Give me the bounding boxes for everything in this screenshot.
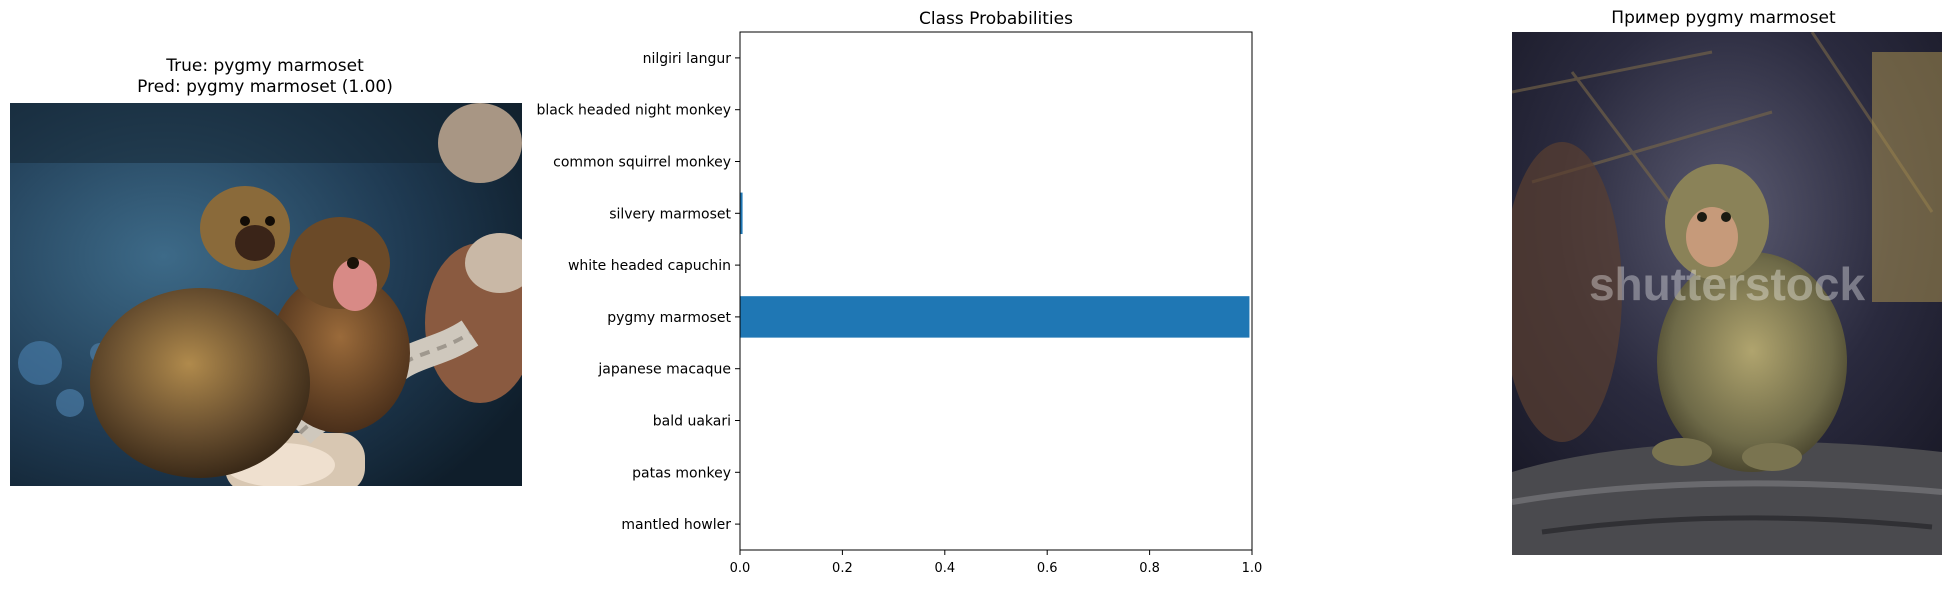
left-panel: True: pygmy marmoset Pred: pygmy marmose… bbox=[0, 0, 530, 590]
y-tick-label: white headed capuchin bbox=[568, 258, 731, 274]
plot-frame bbox=[739, 31, 1253, 551]
y-tick-label: black headed night monkey bbox=[536, 103, 731, 119]
x-tick-label: 0.2 bbox=[832, 561, 853, 576]
pygmy-marmoset-on-log-photo: shutterstock bbox=[1512, 32, 1942, 555]
y-tick-label: mantled howler bbox=[621, 517, 731, 533]
bars-layer bbox=[740, 192, 1250, 338]
watermark-text: shutterstock bbox=[1589, 258, 1865, 310]
y-axis: nilgiri langur black headed night monkey c… bbox=[536, 51, 740, 533]
right-panel-title: Пример pygmy marmoset bbox=[1611, 8, 1836, 28]
bar-pygmy-marmoset bbox=[740, 296, 1250, 338]
left-panel-title-line1: True: pygmy marmoset bbox=[166, 56, 364, 76]
x-tick-label: 0.4 bbox=[934, 561, 955, 576]
x-tick-label: 0.8 bbox=[1139, 561, 1160, 576]
y-tick-label: common squirrel monkey bbox=[553, 155, 731, 171]
bar-silvery-marmoset bbox=[740, 192, 743, 235]
pygmy-marmosets-on-rope-photo bbox=[10, 103, 522, 486]
x-tick-label: 0.0 bbox=[730, 561, 751, 576]
left-panel-title-line2: Pred: pygmy marmoset (1.00) bbox=[137, 77, 393, 97]
y-tick-label: japanese macaque bbox=[597, 362, 731, 378]
x-tick-label: 0.6 bbox=[1037, 561, 1058, 576]
right-panel: Пример pygmy marmoset bbox=[1500, 0, 1947, 590]
y-tick-label: bald uakari bbox=[653, 414, 731, 430]
x-axis: 0.0 0.2 0.4 0.6 0.8 1.0 bbox=[730, 550, 1263, 576]
chart-title: Class Probabilities bbox=[919, 9, 1073, 29]
y-tick-label: nilgiri langur bbox=[643, 51, 732, 67]
x-tick-label: 1.0 bbox=[1242, 561, 1263, 576]
y-tick-label: silvery marmoset bbox=[609, 206, 731, 222]
y-tick-label: patas monkey bbox=[632, 465, 731, 481]
y-tick-label: pygmy marmoset bbox=[607, 310, 731, 326]
